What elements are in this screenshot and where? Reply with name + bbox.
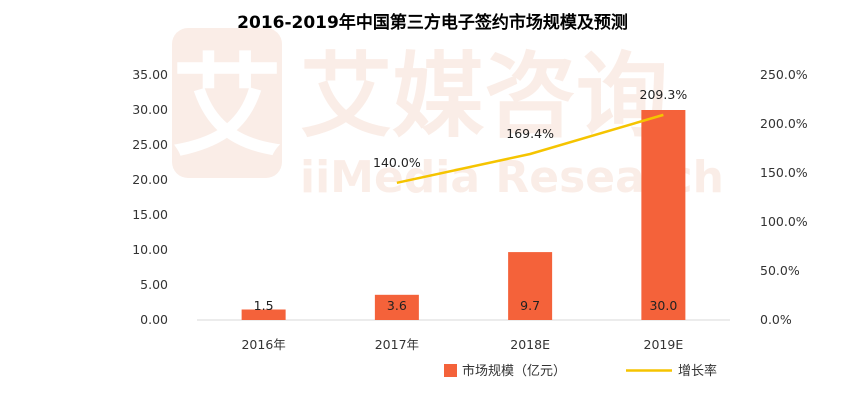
bar <box>374 294 419 320</box>
left-axis-tick-label: 15.00 <box>132 207 168 222</box>
line-data-label: 169.4% <box>506 126 554 141</box>
left-axis: 0.00 5.00 10.00 15.00 20.00 25.00 30.00 35.00 <box>132 67 168 327</box>
right-axis-tick-label: 100.0% <box>760 214 808 229</box>
left-axis-tick-label: 0.00 <box>140 312 168 327</box>
watermark-logo-char: 艾 <box>172 43 282 171</box>
bar-data-label: 1.5 <box>254 298 274 313</box>
bar-data-label: 30.0 <box>649 298 677 313</box>
growth-line-series: 140.0% 169.4% 209.3% <box>373 87 688 185</box>
bar <box>508 252 553 320</box>
left-axis-tick-label: 20.00 <box>132 172 168 187</box>
right-axis: 0.0% 50.0% 100.0% 150.0% 200.0% 250.0% <box>760 67 808 327</box>
bar-data-label: 9.7 <box>520 298 540 313</box>
watermark-text-cn: 艾媒咨询 <box>300 43 668 150</box>
legend: 市场规模（亿元） 增长率 <box>444 363 717 379</box>
chart-title: 2016-2019年中国第三方电子签约市场规模及预测 <box>237 13 628 33</box>
watermark-logo-box <box>172 28 282 178</box>
right-axis-tick-label: 0.0% <box>760 312 792 327</box>
line-data-label: 209.3% <box>640 87 688 102</box>
bar-series: 1.5 3.6 9.7 30.0 <box>241 110 686 320</box>
right-axis-tick-label: 50.0% <box>760 263 800 278</box>
left-axis-tick-label: 10.00 <box>132 242 168 257</box>
right-axis-tick-label: 150.0% <box>760 165 808 180</box>
bar <box>241 309 286 320</box>
watermark-logo: 艾 艾媒咨询 iiMedia Research <box>172 28 724 203</box>
right-axis-tick-label: 250.0% <box>760 67 808 82</box>
left-axis-tick-label: 30.00 <box>132 102 168 117</box>
left-axis-tick-label: 5.00 <box>140 277 168 292</box>
left-axis-tick-label: 25.00 <box>132 137 168 152</box>
line-data-label: 140.0% <box>373 155 421 170</box>
x-axis-tick-label: 2018E <box>510 337 550 352</box>
legend-label-line: 增长率 <box>678 363 717 379</box>
x-axis: 2016年 2017年 2018E 2019E <box>241 337 683 352</box>
x-axis-tick-label: 2019E <box>644 337 684 352</box>
left-axis-tick-label: 35.00 <box>132 67 168 82</box>
x-axis-tick-label: 2017年 <box>375 337 419 352</box>
legend-swatch-bar <box>444 364 457 377</box>
bar-data-label: 3.6 <box>387 298 407 313</box>
x-axis-tick-label: 2016年 <box>241 337 285 352</box>
legend-label-bar: 市场规模（亿元） <box>462 363 566 379</box>
right-axis-tick-label: 200.0% <box>760 116 808 131</box>
bar <box>641 110 686 320</box>
growth-line <box>396 113 664 185</box>
